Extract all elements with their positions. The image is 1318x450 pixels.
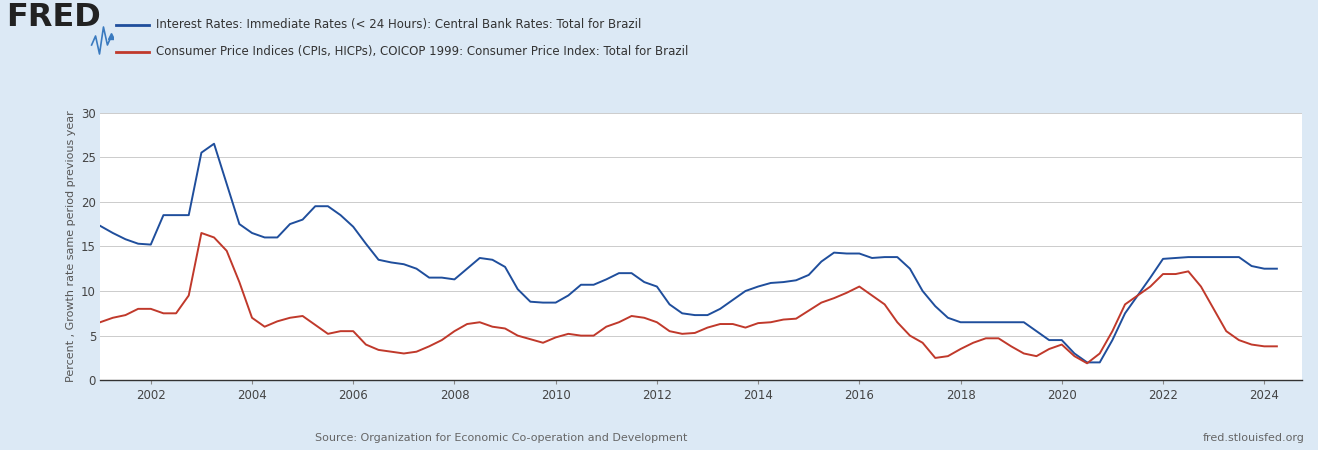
Y-axis label: Percent , Growth rate same period previous year: Percent , Growth rate same period previo… <box>66 111 75 382</box>
Text: Consumer Price Indices (CPIs, HICPs), COICOP 1999: Consumer Price Index: Total f: Consumer Price Indices (CPIs, HICPs), CO… <box>156 45 688 58</box>
Text: fred.stlouisfed.org: fred.stlouisfed.org <box>1203 433 1305 443</box>
Text: Source: Organization for Economic Co-operation and Development: Source: Organization for Economic Co-ope… <box>315 433 687 443</box>
Text: Interest Rates: Immediate Rates (< 24 Hours): Central Bank Rates: Total for Braz: Interest Rates: Immediate Rates (< 24 Ho… <box>156 18 641 31</box>
Text: FRED: FRED <box>7 2 101 33</box>
